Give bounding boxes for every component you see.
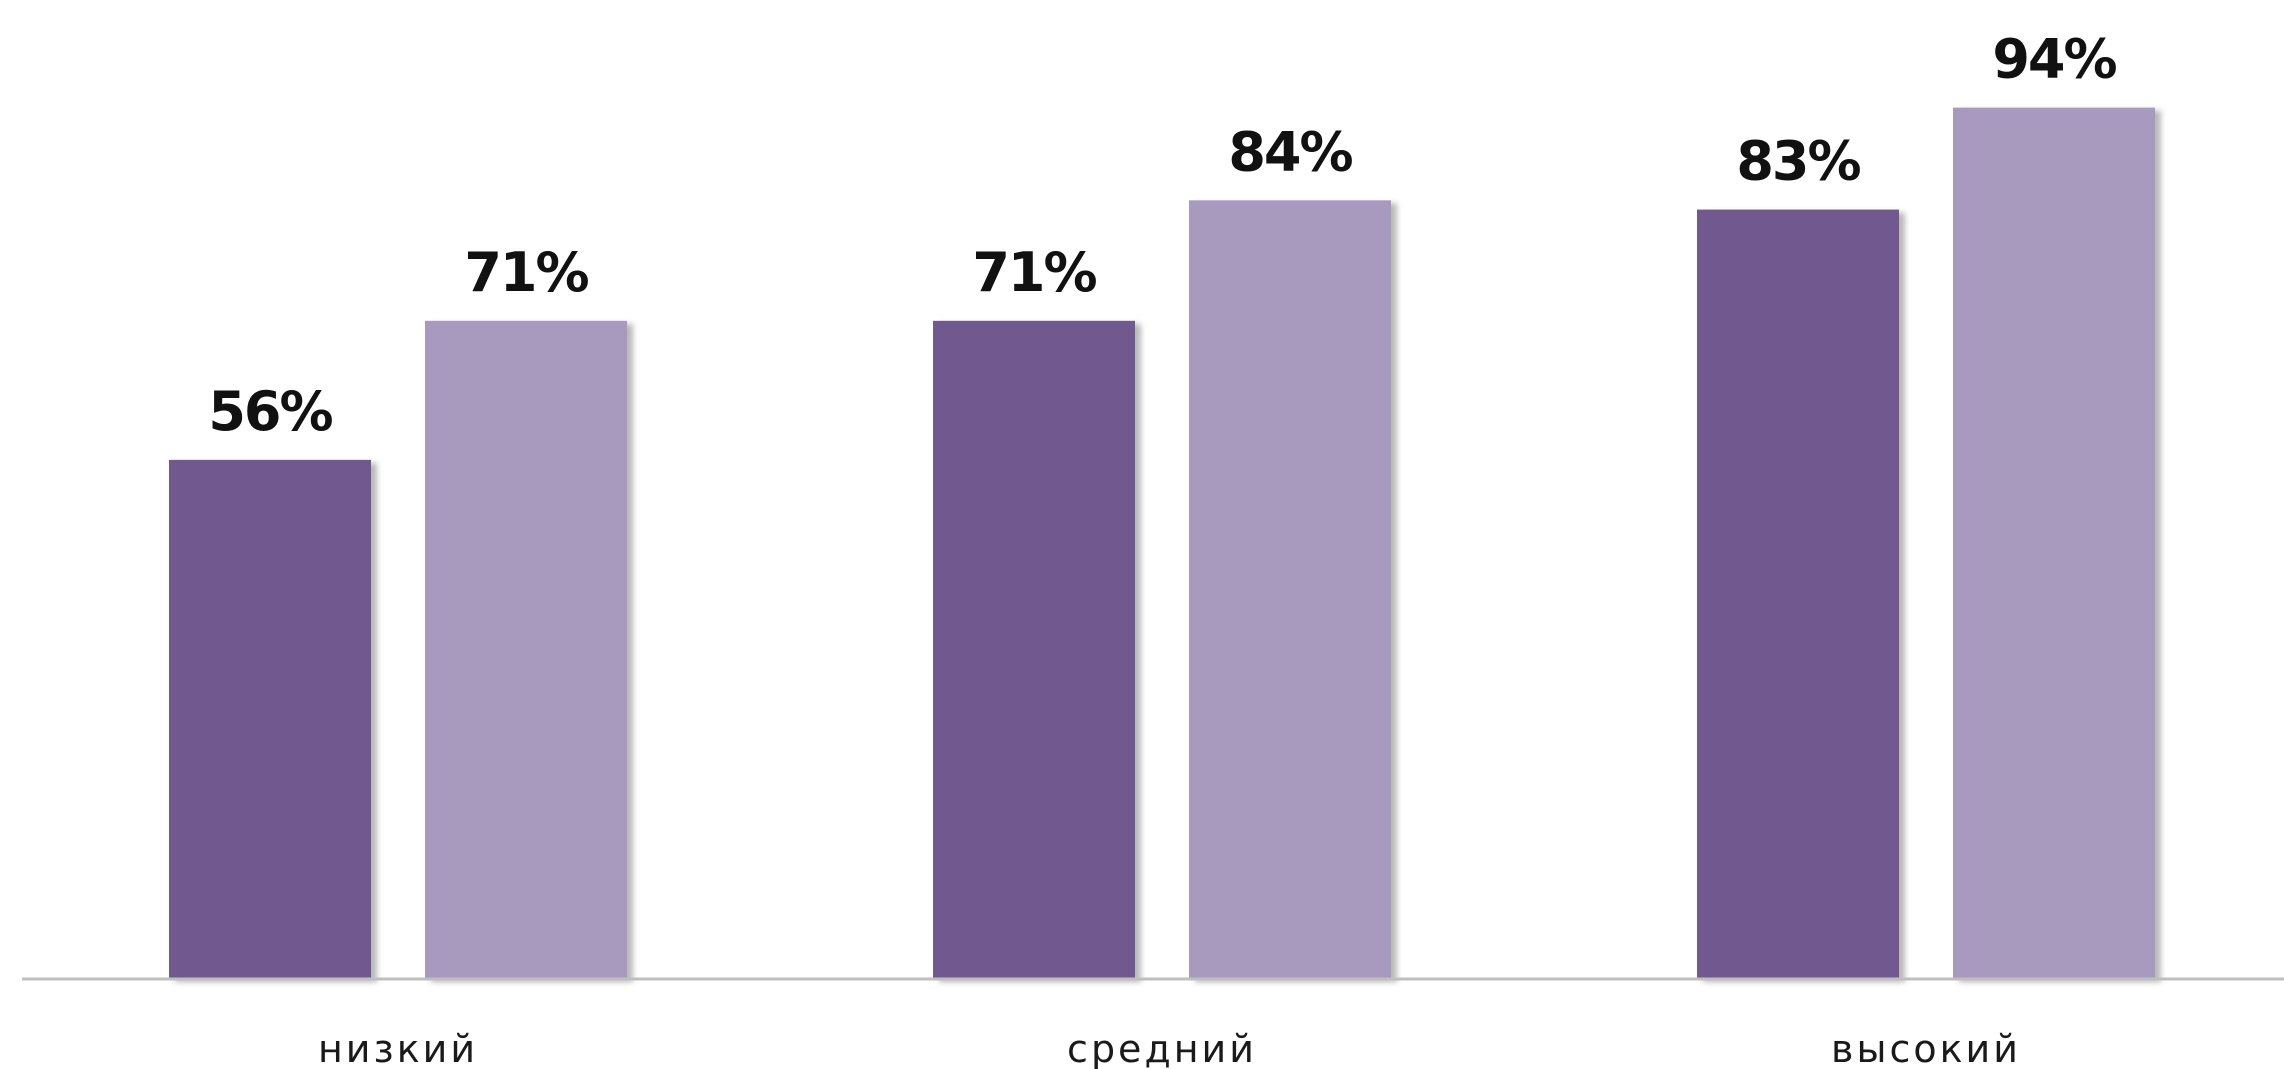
data-label-0-series-0: 56% bbox=[208, 380, 332, 443]
category-label-1: средний bbox=[1067, 1027, 1257, 1069]
bar-1-series-0 bbox=[933, 320, 1135, 980]
data-label-0-series-1: 71% bbox=[464, 241, 588, 304]
data-label-1-series-1: 84% bbox=[1228, 120, 1352, 183]
bar-1-series-1 bbox=[1189, 200, 1391, 979]
bars-layer bbox=[169, 107, 2155, 980]
bar-0-series-1 bbox=[425, 320, 627, 980]
bar-2-series-1 bbox=[1953, 107, 2155, 980]
data-label-2-series-0: 83% bbox=[1736, 130, 1860, 193]
bar-0-series-0 bbox=[169, 459, 371, 979]
bar-2-series-0 bbox=[1697, 209, 1899, 980]
labels-layer: 56% 71% низкий 71% 84% средний 83% 94% высокий bbox=[208, 28, 2118, 1069]
category-label-0: низкий bbox=[318, 1027, 478, 1069]
data-label-1-series-0: 71% bbox=[972, 241, 1096, 304]
category-label-2: высокий bbox=[1831, 1027, 2021, 1069]
data-label-2-series-1: 94% bbox=[1992, 28, 2116, 91]
